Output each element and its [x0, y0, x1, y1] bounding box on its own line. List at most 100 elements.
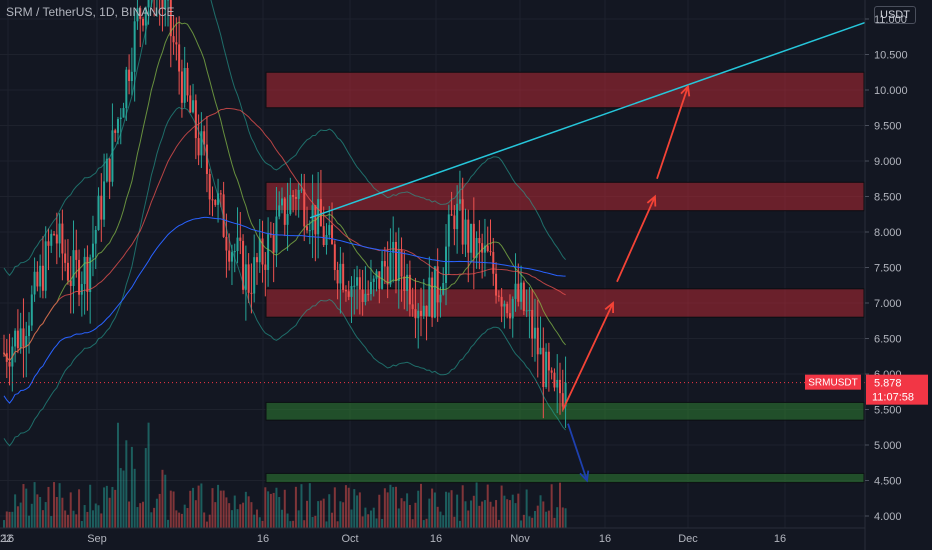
volume-bar — [495, 500, 498, 528]
candle-body — [461, 199, 464, 245]
volume-bar — [186, 508, 189, 528]
volume-bar — [41, 510, 44, 528]
y-tick-label: 8.500 — [874, 192, 902, 204]
volume-bar — [336, 521, 339, 528]
candle-body — [175, 42, 178, 45]
volume-bar — [253, 514, 256, 528]
volume-bar — [303, 520, 306, 528]
candle-body — [536, 327, 539, 355]
volume-bar — [311, 516, 314, 528]
volume-bar — [178, 512, 181, 528]
volume-bar — [139, 503, 142, 528]
volume-bar — [164, 474, 167, 528]
candle-body — [458, 199, 461, 204]
volume-bar — [128, 501, 131, 528]
candle-body — [431, 277, 434, 318]
candle-body — [369, 281, 372, 295]
volume-bar — [344, 485, 347, 528]
candle-body — [470, 223, 473, 253]
volume-bar — [453, 516, 456, 528]
candle-body — [14, 330, 17, 347]
y-tick-label: 4.000 — [874, 511, 902, 523]
candle-body — [347, 291, 350, 297]
volume-bar — [228, 503, 231, 528]
candle-body — [408, 274, 411, 305]
volume-bar — [5, 511, 8, 528]
volume-bar — [192, 487, 195, 528]
candle-body — [278, 205, 281, 217]
volume-bar — [247, 496, 250, 528]
candle-body — [36, 271, 39, 287]
volume-bar — [328, 494, 331, 528]
candle-body — [269, 234, 272, 236]
candle-body — [41, 265, 44, 291]
volume-bar — [403, 501, 406, 528]
volume-bar — [356, 495, 359, 528]
arrow-up-2-head — [646, 194, 657, 207]
candle-body — [381, 261, 384, 289]
y-tick-label: 4.500 — [874, 476, 902, 488]
candle-body — [136, 8, 139, 22]
volume-bar — [386, 492, 389, 528]
x-tick-label: Nov — [510, 533, 530, 545]
candle-body — [308, 230, 311, 232]
candle-body — [475, 237, 478, 258]
volume-bar — [492, 506, 495, 528]
candle-body — [561, 393, 564, 407]
candle-body — [522, 282, 525, 311]
candle-body — [219, 193, 222, 195]
volume-bar — [561, 507, 564, 528]
volume-bar — [522, 514, 525, 528]
candle-body — [411, 304, 414, 310]
volume-bar — [64, 510, 67, 528]
x-tick-label: Sep — [87, 533, 107, 545]
volume-bar — [14, 494, 17, 528]
volume-bar — [375, 518, 378, 528]
volume-bar — [11, 511, 14, 528]
y-tick-label: 5.500 — [874, 405, 902, 417]
volume-bar — [433, 492, 436, 528]
volume-bar — [172, 491, 175, 528]
volume-bar — [445, 491, 448, 528]
volume-bar — [19, 502, 22, 528]
candle-body — [194, 100, 197, 139]
volume-bar — [25, 488, 28, 528]
candle-body — [203, 131, 206, 145]
candle-body — [186, 67, 189, 96]
volume-bar — [300, 484, 303, 528]
candle-body — [528, 309, 531, 311]
candle-body — [350, 286, 353, 297]
volume-bar — [547, 510, 550, 528]
candle-body — [147, 0, 150, 8]
volume-bar — [333, 487, 336, 528]
candle-body — [486, 245, 489, 252]
candle-body — [450, 214, 453, 216]
candle-body — [80, 284, 83, 295]
candle-body — [550, 370, 553, 373]
candle-body — [83, 256, 86, 285]
candle-body — [428, 277, 431, 317]
candle-body — [33, 271, 36, 295]
candle-body — [467, 219, 470, 253]
candle-body — [55, 234, 58, 244]
candle-body — [489, 251, 492, 253]
y-tick-label: 6.500 — [874, 334, 902, 346]
bollinger-upper-line — [3, 0, 566, 277]
volume-bar — [514, 503, 517, 528]
volume-bar — [406, 493, 409, 528]
candle-body — [478, 237, 481, 244]
currency-button[interactable]: USDT — [874, 6, 916, 24]
candle-body — [364, 293, 367, 302]
candle-body — [525, 310, 528, 312]
candle-body — [255, 257, 258, 263]
volume-bar — [78, 489, 81, 528]
candle-body — [517, 283, 520, 302]
price-tag-value: 5.878 — [874, 378, 902, 390]
volume-bar — [306, 500, 309, 528]
trendline — [309, 21, 866, 219]
volume-bar — [105, 485, 108, 528]
volume-bar — [39, 497, 42, 528]
volume-bar — [297, 510, 300, 528]
candle-body — [406, 274, 409, 291]
